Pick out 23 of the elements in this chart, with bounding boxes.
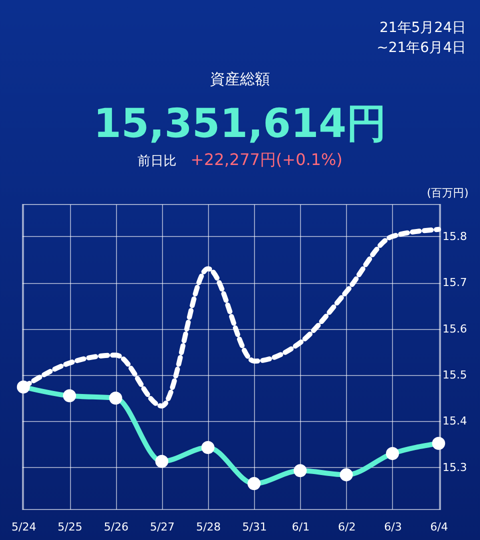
y-tick-label: 15.5 [442,368,467,382]
x-tick-label: 5/24 [12,520,36,534]
y-tick-label: 15.4 [442,414,467,428]
x-tick-label: 5/26 [104,520,129,534]
text: ~21年6月4日 [376,40,466,56]
chart-title: 資産総額 [209,70,271,89]
x-tick-label: 5/25 [58,520,82,534]
y-axis-title: (百万円) [426,186,468,200]
x-tick-label: 6/2 [338,520,356,534]
y-tick-label: 15.3 [442,460,467,474]
text: 21年5月24日 [379,20,466,36]
x-tick-label: 6/3 [384,520,402,534]
x-tick-label: 5/27 [150,520,175,534]
y-tick-label: 15.7 [442,276,467,290]
text: +22,277円(+0.1%) [190,150,342,169]
chart-subtitle: 15,351,614円 [92,100,388,149]
text: 前日比 [138,154,177,169]
x-tick-label: 5/28 [196,520,221,534]
y-tick-label: 15.6 [442,322,467,336]
x-tick-label: 6/4 [430,520,448,534]
y-tick-label: 15.8 [442,230,467,243]
x-tick-label: 6/1 [292,520,310,534]
x-tick-label: 5/31 [242,520,267,534]
